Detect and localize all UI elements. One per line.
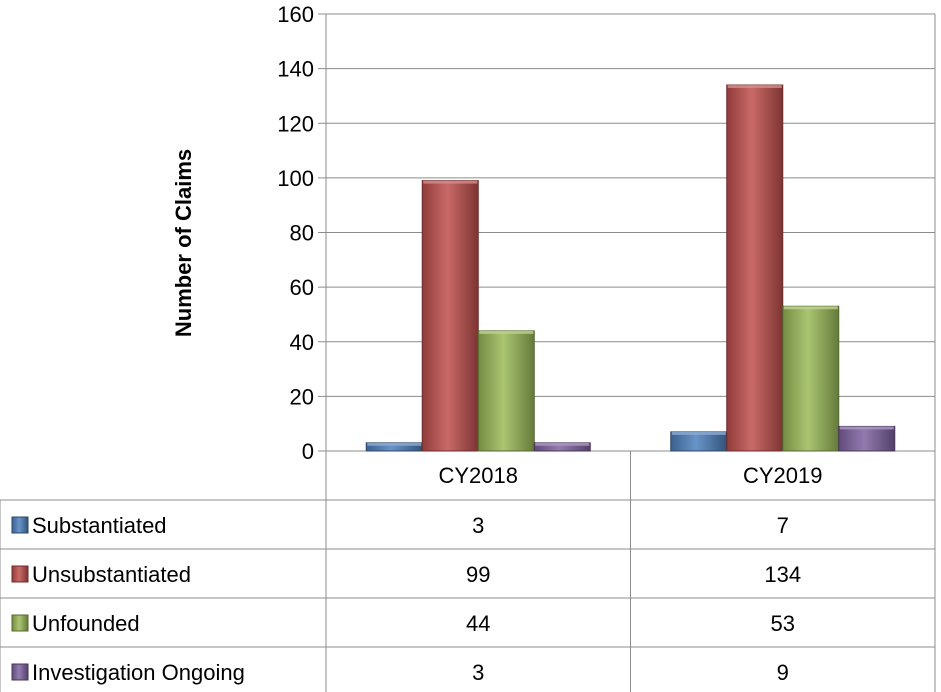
y-tick-label: 20 bbox=[290, 384, 314, 409]
legend-label: Unfounded bbox=[32, 611, 140, 636]
bar-unfounded-cy2018 bbox=[477, 330, 535, 452]
bar-highlight bbox=[423, 180, 478, 184]
y-tick-label: 100 bbox=[277, 166, 314, 191]
y-tick-label: 0 bbox=[302, 439, 314, 464]
category-label: CY2019 bbox=[743, 463, 823, 488]
legend-label: Investigation Ongoing bbox=[32, 660, 245, 685]
table-value: 3 bbox=[472, 660, 484, 685]
category-label: CY2018 bbox=[438, 463, 518, 488]
table-value: 53 bbox=[771, 611, 795, 636]
y-tick-label: 160 bbox=[277, 2, 314, 27]
gridlines bbox=[326, 13, 935, 452]
bar-unsubstantiated-cy2019 bbox=[726, 84, 784, 452]
bar-highlight bbox=[535, 442, 590, 446]
legend-key bbox=[11, 663, 29, 681]
y-tick-label: 80 bbox=[290, 221, 314, 246]
y-tick-label: 40 bbox=[290, 330, 314, 355]
y-axis: 0 20 40 60 80 100 120 140 160 bbox=[277, 2, 936, 464]
legend-label: Unsubstantiated bbox=[32, 562, 191, 587]
bar-unsubstantiated-cy2018 bbox=[421, 180, 479, 452]
legend-label: Substantiated bbox=[32, 513, 167, 538]
data-table: CY2018 CY2019 Substantiated 3 7 Unsubstantiat… bbox=[0, 451, 936, 692]
bar-highlight bbox=[367, 442, 422, 446]
table-value: 7 bbox=[777, 513, 789, 538]
y-tick-label: 120 bbox=[277, 111, 314, 136]
bar-highlight bbox=[839, 426, 894, 430]
bar-highlight bbox=[727, 85, 782, 89]
y-tick-label: 60 bbox=[290, 275, 314, 300]
bar-highlight bbox=[783, 306, 838, 310]
bars bbox=[365, 84, 896, 452]
legend-key bbox=[11, 614, 29, 632]
y-axis-label: Number of Claims bbox=[171, 149, 196, 337]
bar-investigation-ongoing-cy2019 bbox=[838, 425, 896, 452]
legend-key bbox=[11, 516, 29, 534]
table-value: 9 bbox=[777, 660, 789, 685]
table-value: 3 bbox=[472, 513, 484, 538]
y-tick-label: 140 bbox=[277, 57, 314, 82]
bar-highlight bbox=[671, 431, 726, 435]
bar-highlight bbox=[479, 330, 534, 334]
table-value: 44 bbox=[466, 611, 490, 636]
legend-key bbox=[11, 565, 29, 583]
table-value: 134 bbox=[764, 562, 801, 587]
table-value: 99 bbox=[466, 562, 490, 587]
bar-unfounded-cy2019 bbox=[782, 305, 840, 452]
